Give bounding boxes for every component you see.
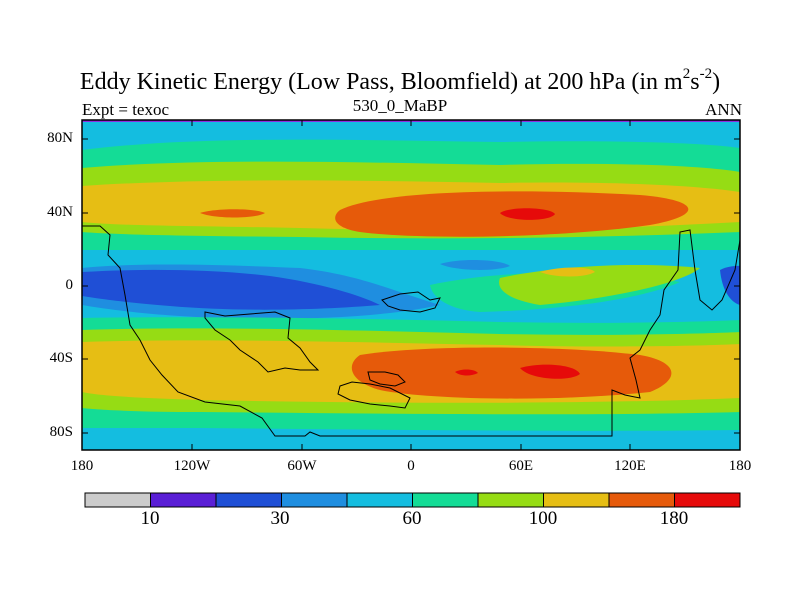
- colorbar-swatch: [543, 492, 610, 508]
- colorbar-label: 60: [402, 508, 422, 529]
- x-tick-label: 0: [407, 458, 415, 474]
- x-tick-label: 120W: [173, 458, 211, 474]
- colorbar-swatch: [477, 492, 544, 508]
- colorbar-swatch: [150, 492, 217, 508]
- y-tick-label: 80S: [49, 424, 73, 440]
- colorbar-swatch: [674, 492, 741, 508]
- coastlines: [82, 225, 740, 437]
- colorbar-label: 180: [659, 508, 689, 529]
- y-tick-label: 0: [65, 277, 74, 293]
- x-tick-label: 180: [70, 458, 94, 474]
- colorbar-label: 10: [140, 508, 160, 529]
- colorbar-swatch: [412, 492, 479, 508]
- case-label: 530_0_MaBP: [352, 96, 448, 115]
- plot-title: Eddy Kinetic Energy (Low Pass, Bloomfiel…: [79, 66, 721, 95]
- y-tick-label: 80N: [47, 130, 73, 146]
- colorbar-swatch: [84, 492, 151, 508]
- colorbar-swatch: [215, 492, 282, 508]
- colorbar-label: 30: [270, 508, 290, 529]
- contour-field: [82, 120, 740, 450]
- colorbar-swatch: [608, 492, 675, 508]
- y-tick-label: 40S: [49, 350, 73, 366]
- x-tick-label: 120E: [614, 458, 646, 474]
- colorbar-swatch: [346, 492, 413, 508]
- axis-ticks: [82, 120, 740, 450]
- experiment-label: Expt = texoc: [82, 100, 170, 119]
- x-tick-label: 60W: [287, 458, 317, 474]
- season-label: ANN: [705, 100, 742, 119]
- colorbar: [84, 492, 741, 508]
- x-tick-label: 60E: [508, 458, 534, 474]
- x-tick-label: 180: [728, 458, 752, 474]
- y-tick-label: 40N: [47, 204, 73, 220]
- colorbar-swatch: [281, 492, 348, 508]
- colorbar-label: 100: [528, 508, 558, 529]
